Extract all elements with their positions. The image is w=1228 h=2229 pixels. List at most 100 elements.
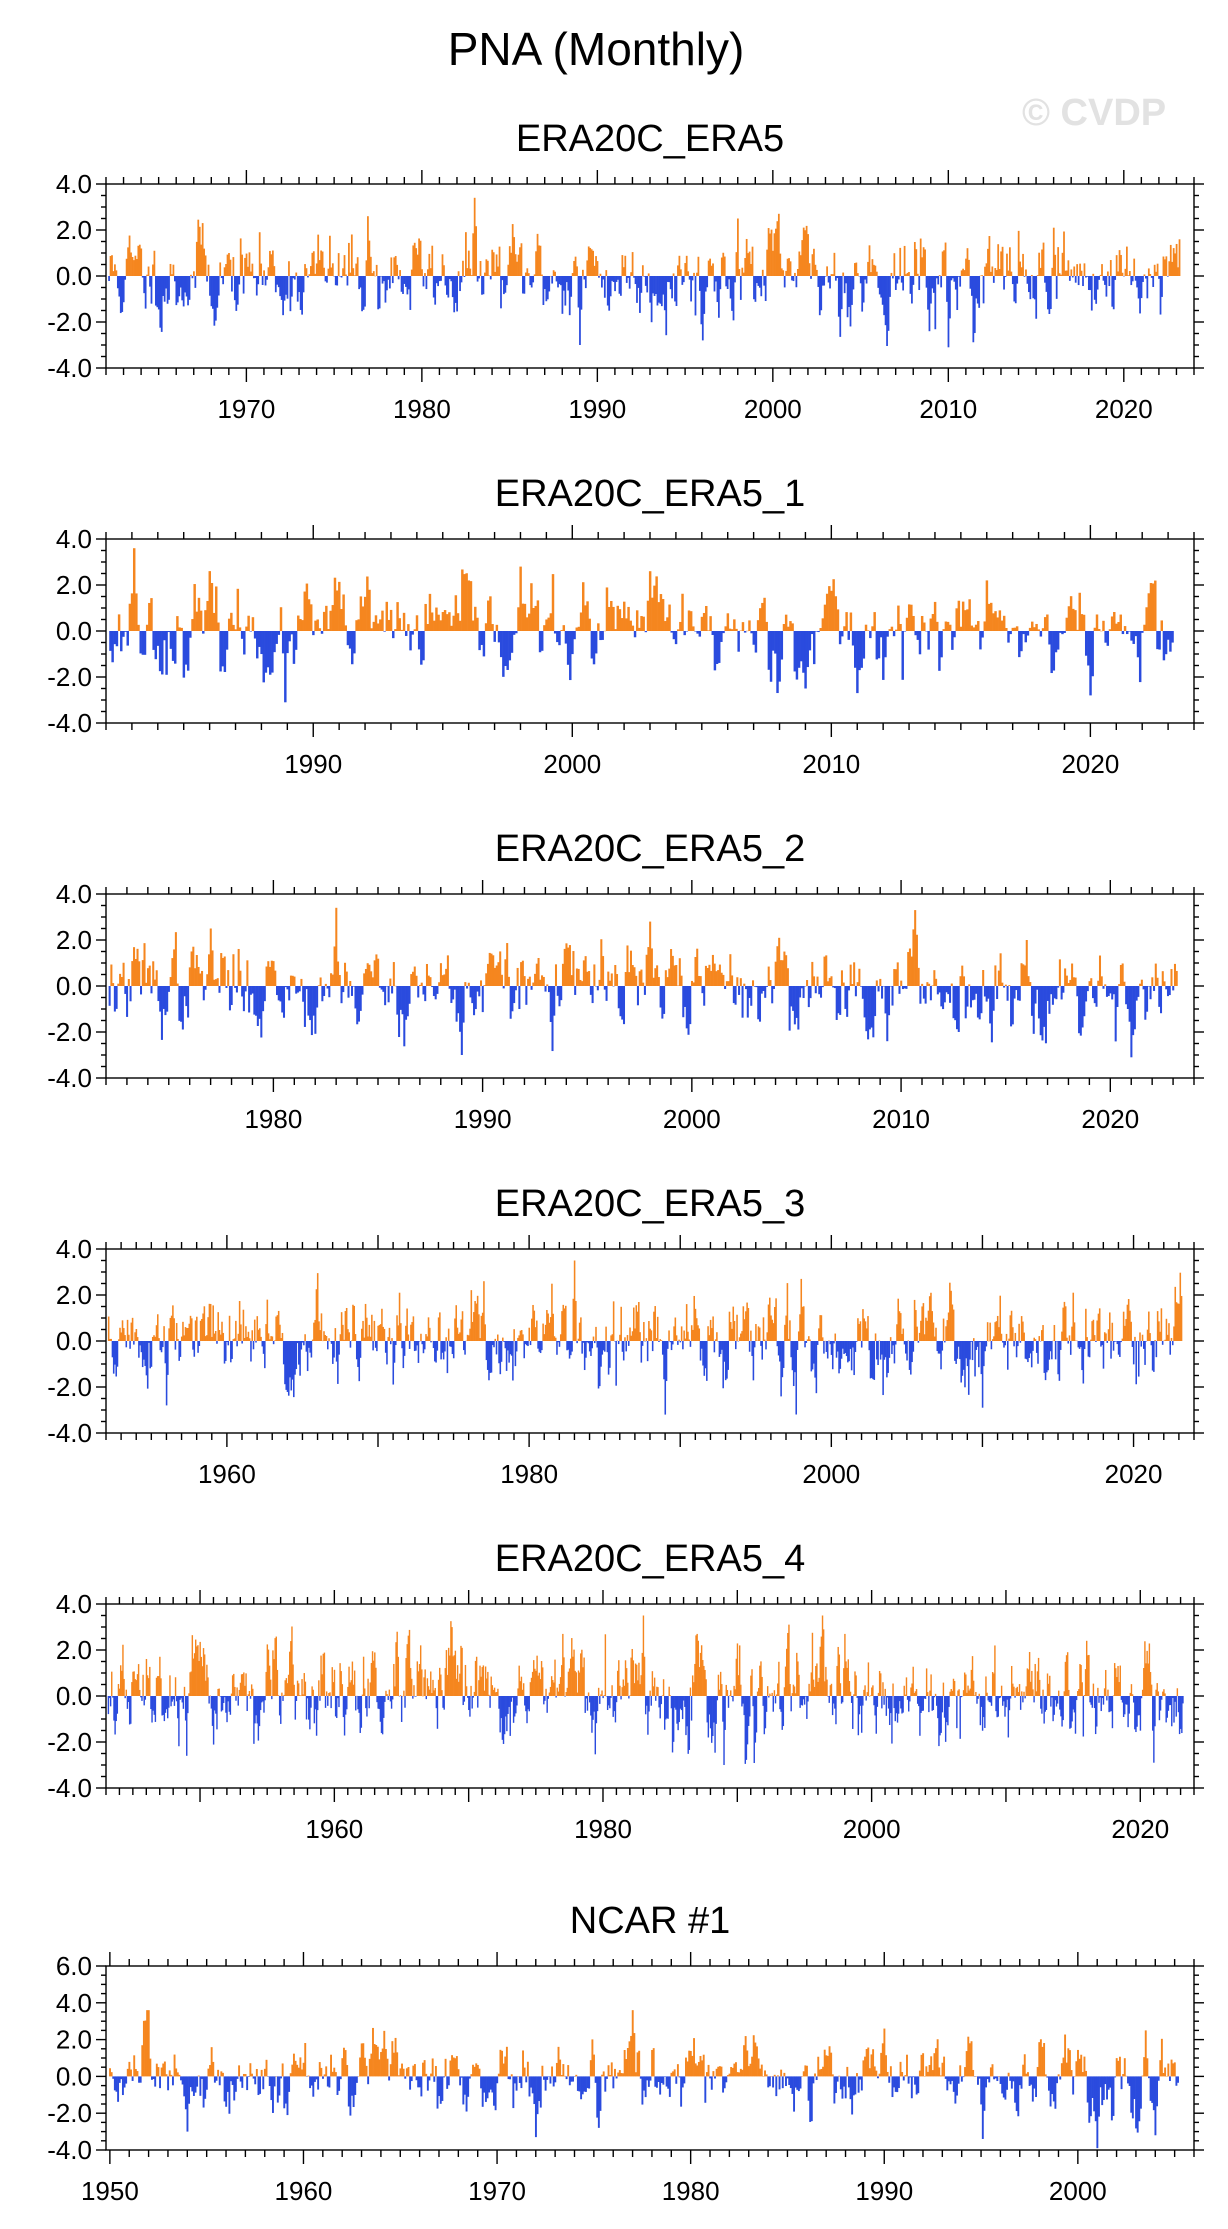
positive-bar bbox=[742, 272, 745, 276]
negative-bar bbox=[1166, 986, 1170, 997]
negative-bar bbox=[881, 1696, 883, 1709]
positive-bar bbox=[706, 967, 709, 986]
negative-bar bbox=[884, 986, 887, 1014]
positive-bar bbox=[277, 1695, 280, 1696]
positive-bar bbox=[652, 1686, 655, 1696]
positive-bar bbox=[1066, 1337, 1068, 1341]
negative-bar bbox=[178, 986, 181, 1021]
negative-bar bbox=[658, 1696, 660, 1708]
negative-bar bbox=[675, 1696, 677, 1710]
positive-bar bbox=[111, 255, 113, 276]
negative-bar bbox=[1051, 1696, 1053, 1698]
positive-bar bbox=[924, 249, 926, 276]
positive-bar bbox=[1042, 242, 1045, 276]
positive-bar bbox=[289, 2073, 292, 2077]
negative-bar bbox=[992, 986, 995, 1011]
positive-bar bbox=[1076, 629, 1079, 631]
negative-bar bbox=[312, 2076, 315, 2097]
negative-bar bbox=[795, 1341, 798, 1415]
negative-bar bbox=[625, 1341, 628, 1352]
positive-bar bbox=[107, 1316, 110, 1341]
negative-bar bbox=[255, 986, 258, 1016]
negative-bar bbox=[544, 2076, 547, 2091]
negative-bar bbox=[542, 276, 545, 305]
positive-bar bbox=[563, 1308, 566, 1341]
positive-bar bbox=[245, 253, 248, 276]
x-tick-label: 1960 bbox=[305, 1814, 363, 1844]
positive-bar bbox=[248, 1338, 251, 1341]
negative-bar bbox=[335, 1341, 338, 1362]
negative-bar bbox=[354, 986, 357, 1009]
positive-bar bbox=[640, 616, 643, 631]
positive-bar bbox=[823, 2049, 826, 2077]
negative-bar bbox=[218, 2076, 221, 2086]
positive-bar bbox=[748, 620, 751, 631]
negative-bar bbox=[116, 1341, 119, 1367]
negative-bar bbox=[1093, 986, 1096, 1004]
negative-bar bbox=[515, 1341, 518, 1352]
negative-bar bbox=[838, 1341, 840, 1374]
positive-bar bbox=[607, 2065, 610, 2077]
negative-bar bbox=[1138, 1696, 1141, 1716]
negative-bar bbox=[176, 276, 179, 303]
negative-bar bbox=[286, 2076, 289, 2116]
positive-bar bbox=[654, 968, 657, 986]
negative-bar bbox=[932, 276, 935, 293]
positive-bar bbox=[726, 613, 730, 631]
negative-bar bbox=[772, 2076, 775, 2088]
positive-bar bbox=[529, 1682, 532, 1696]
negative-bar bbox=[522, 276, 524, 294]
positive-bar bbox=[199, 610, 203, 631]
positive-bar bbox=[857, 1318, 859, 1341]
negative-bar bbox=[298, 276, 301, 293]
negative-bar bbox=[1062, 1696, 1064, 1721]
negative-bar bbox=[1165, 986, 1168, 990]
negative-bar bbox=[837, 986, 840, 1014]
positive-bar bbox=[1175, 970, 1178, 986]
x-tick-label: 2020 bbox=[1111, 1814, 1169, 1844]
negative-bar bbox=[447, 276, 450, 298]
positive-bar bbox=[641, 1652, 644, 1696]
positive-bar bbox=[775, 1694, 778, 1696]
negative-bar bbox=[420, 2076, 423, 2097]
positive-bar bbox=[1098, 1308, 1101, 1341]
positive-bar bbox=[238, 627, 242, 631]
negative-bar bbox=[187, 986, 190, 1018]
positive-bar bbox=[180, 627, 183, 631]
negative-bar bbox=[109, 1696, 112, 1707]
positive-bar bbox=[1023, 1332, 1025, 1341]
positive-bar bbox=[397, 1325, 400, 1341]
negative-bar bbox=[800, 631, 803, 662]
negative-bar bbox=[979, 1341, 981, 1343]
positive-bar bbox=[609, 2075, 612, 2077]
positive-bar bbox=[288, 261, 290, 276]
negative-bar bbox=[817, 631, 820, 633]
negative-bar bbox=[313, 1696, 316, 1724]
negative-bar bbox=[797, 2076, 800, 2092]
negative-bar bbox=[662, 2076, 665, 2085]
negative-bar bbox=[491, 2076, 494, 2093]
negative-bar bbox=[646, 1696, 648, 1706]
negative-bar bbox=[918, 276, 921, 291]
positive-bar bbox=[176, 616, 179, 631]
positive-bar bbox=[425, 963, 428, 986]
positive-bar bbox=[741, 2069, 744, 2077]
positive-bar bbox=[171, 958, 174, 986]
positive-bar bbox=[833, 252, 836, 276]
negative-bar bbox=[225, 631, 229, 650]
negative-bar bbox=[183, 986, 186, 997]
negative-bar bbox=[585, 1341, 587, 1358]
negative-bar bbox=[544, 1696, 546, 1701]
positive-bar bbox=[135, 1680, 138, 1696]
positive-bar bbox=[699, 2056, 702, 2077]
positive-bar bbox=[825, 1666, 827, 1696]
negative-bar bbox=[980, 986, 983, 1014]
negative-bar bbox=[551, 276, 554, 284]
positive-bar bbox=[273, 1659, 275, 1696]
positive-bar bbox=[362, 1320, 364, 1341]
positive-bar bbox=[783, 1687, 786, 1696]
negative-bar bbox=[434, 1341, 436, 1362]
positive-bar bbox=[1000, 1333, 1003, 1341]
positive-bar bbox=[283, 1694, 285, 1696]
negative-bar bbox=[523, 1341, 526, 1359]
